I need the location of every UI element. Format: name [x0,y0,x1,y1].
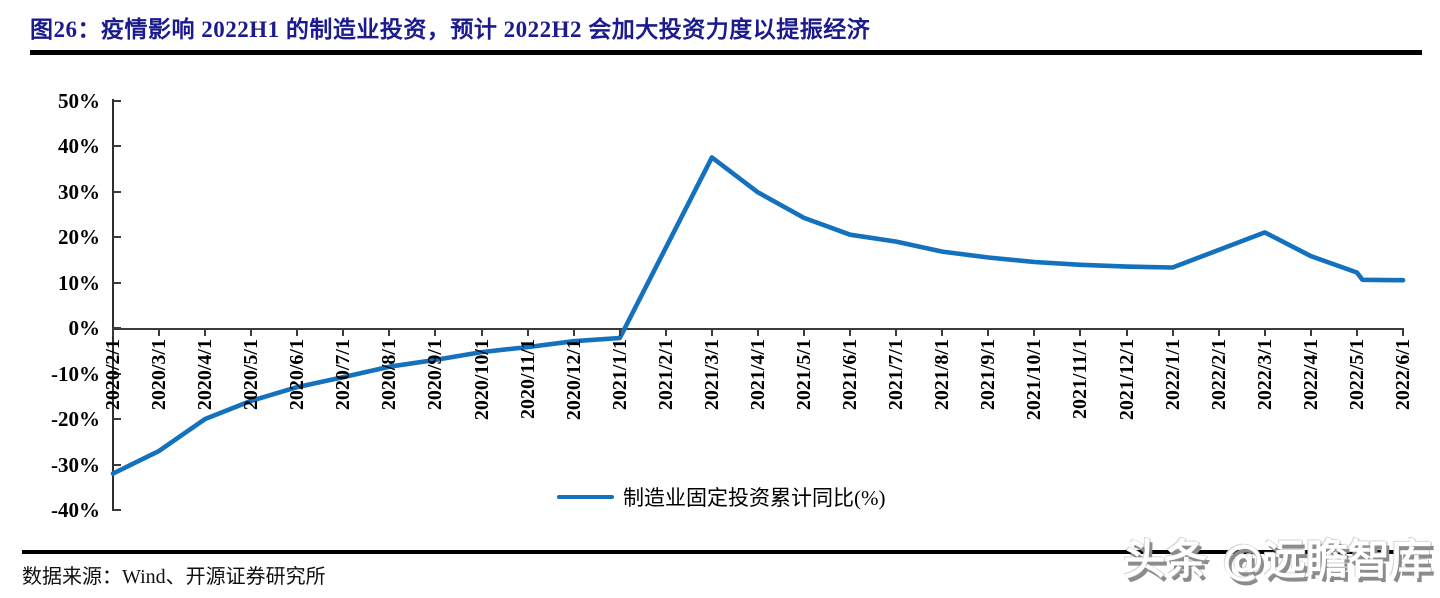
x-axis-tick [250,330,253,336]
y-axis-label: -10% [51,361,100,386]
x-axis-tick [526,330,529,336]
x-axis-label: 2021/1/1 [608,339,631,411]
x-axis-tick [1217,330,1220,336]
x-axis-label: 2020/7/1 [332,339,355,411]
x-axis-tick [849,330,852,336]
x-axis-label: 2021/9/1 [977,339,1000,411]
x-axis-label: 2022/5/1 [1345,339,1368,411]
x-axis-label: 2021/7/1 [885,339,908,411]
x-axis-tick [480,330,483,336]
legend-label: 制造业固定投资累计同比(%) [623,486,886,510]
x-axis-tick [388,330,391,336]
x-axis-label: 2021/10/1 [1023,339,1046,421]
x-axis-tick [941,330,944,336]
legend: 制造业固定投资累计同比(%) [557,484,885,510]
x-axis-label: 2021/12/1 [1115,339,1138,421]
x-axis-label: 2020/2/1 [102,339,124,411]
y-axis-label: 30% [58,179,100,204]
x-axis-tick [895,330,898,336]
x-axis-tick [572,330,575,336]
y-axis-label: 40% [58,134,100,158]
x-axis-label: 2020/12/1 [562,339,585,421]
footer-rule [22,550,1420,554]
x-axis-label: 2020/9/1 [424,339,447,411]
y-axis-tick [113,509,121,511]
x-axis-tick [112,330,114,336]
x-axis-tick [158,330,161,336]
title-underline [30,50,1422,55]
x-axis-label: 2020/5/1 [240,339,263,411]
y-axis-tick [113,99,121,102]
x-axis-label: 2020/8/1 [378,339,401,411]
x-axis-tick [710,330,713,336]
x-axis-label: 2021/5/1 [793,339,816,411]
x-axis-label: 2022/2/1 [1207,339,1230,411]
x-axis-tick [803,330,806,336]
y-axis-tick [113,236,121,238]
y-axis-label: -40% [51,498,100,522]
x-axis-label: 2022/1/1 [1161,339,1184,411]
x-axis-tick [1355,330,1358,336]
y-axis-label: 50% [58,88,100,113]
x-axis-tick [1033,330,1036,336]
x-axis-label: 2021/2/1 [654,339,677,411]
x-axis-label: 2020/11/1 [516,339,539,420]
x-axis-label: 2021/8/1 [931,339,954,411]
x-axis-label: 2021/11/1 [1069,339,1092,420]
y-axis-tick [113,281,121,284]
x-axis-tick [342,330,345,336]
x-axis-label: 2020/4/1 [194,339,217,411]
x-axis-tick [434,330,437,336]
y-axis-label: 20% [58,225,100,249]
y-axis-label: -30% [51,452,100,477]
y-axis-tick [113,190,121,193]
x-axis-label: 2020/3/1 [148,339,171,411]
x-axis-label: 2020/6/1 [286,339,309,411]
x-axis-tick [1125,330,1128,336]
watermark: 头条 @远瞻智库 [1123,535,1432,584]
y-axis-label: 0% [68,316,101,340]
x-axis-label: 2021/3/1 [700,339,723,411]
x-axis-label: 2022/4/1 [1299,339,1322,411]
y-axis-label: -20% [51,407,100,431]
x-axis-tick [618,330,621,336]
source-note: 数据来源：Wind、开源证券研究所 [22,566,326,588]
x-axis-label: 2022/3/1 [1253,339,1276,411]
x-axis-tick [1079,330,1082,336]
y-axis-label: 10% [58,270,100,295]
y-axis-tick [113,372,121,375]
x-axis-tick [1401,330,1404,336]
x-axis-tick [756,330,759,336]
x-axis-tick [664,330,667,336]
x-axis-tick [987,330,990,336]
chart-title: 图26：疫情影响 2022H1 的制造业投资，预计 2022H2 会加大投资力度… [30,17,871,42]
x-axis-tick [1309,330,1312,336]
x-axis-label: 2020/10/1 [470,339,493,421]
y-axis [112,99,114,511]
x-axis-label: 2021/4/1 [746,339,769,411]
x-axis-tick [204,330,207,336]
x-axis-label: 2021/6/1 [839,339,862,411]
x-axis-tick [1171,330,1174,336]
x-axis-zero-line [112,328,1404,330]
x-axis-label: 2022/6/1 [1391,339,1414,411]
legend-line-swatch [557,495,614,499]
x-axis-tick [296,330,299,336]
y-axis-tick [113,145,121,147]
x-axis-tick [1263,330,1266,336]
y-axis-tick [113,463,121,466]
y-axis-tick [113,327,121,329]
y-axis-tick [113,418,121,420]
series-path [110,155,1406,476]
